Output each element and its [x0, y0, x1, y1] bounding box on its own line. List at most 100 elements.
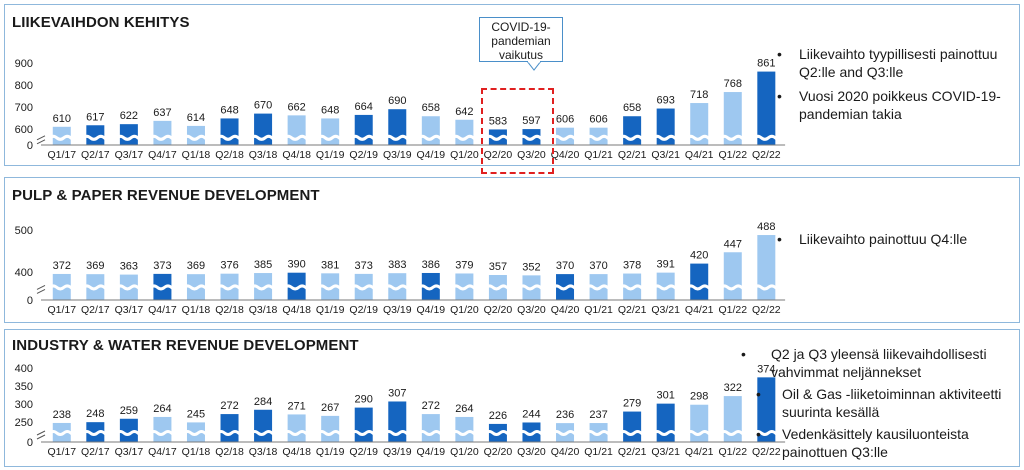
x-tick-label: Q1/21 — [584, 446, 613, 458]
bar-Q2/18 — [220, 273, 239, 300]
bar-value-label: 238 — [53, 409, 71, 421]
bar-Q4/19 — [421, 414, 440, 442]
axis-break-mark — [753, 134, 784, 141]
industry-water-chart: 0 250 300 350 400 238 Q1/17 248 Q2/17 259 Q3/17 264… — [15, 363, 786, 458]
bar-value-label: 861 — [757, 58, 775, 70]
bar-value-label: 248 — [86, 408, 104, 420]
bullet-dot: • — [741, 346, 746, 362]
chart-title: PULP & PAPER REVENUE DEVELOPMENT — [12, 187, 320, 204]
bar-value-label: 610 — [53, 113, 71, 125]
y-tick-label: 700 — [15, 102, 33, 114]
bar-Q1/17 — [52, 126, 71, 145]
y-tick-label: 300 — [15, 399, 33, 411]
bullet-item: • Vuosi 2020 poikkeus COVID-19-pandemian … — [777, 87, 1013, 123]
bar-value-label: 648 — [220, 104, 238, 116]
y-tick-label: 250 — [15, 417, 33, 429]
axis-break-mark — [283, 134, 314, 141]
bar-Q2/22 — [757, 235, 776, 300]
axis-break-mark — [182, 134, 213, 141]
axis-break-mark — [283, 430, 314, 436]
bar-value-label: 648 — [321, 104, 339, 116]
bar-value-label: 226 — [489, 410, 507, 422]
bar-Q4/20 — [556, 127, 575, 145]
panel-pulp-paper: PULP & PAPER REVENUE DEVELOPMENT 0 400 500… — [4, 177, 1020, 323]
x-tick-label: Q2/22 — [752, 446, 781, 458]
bullet-item: • Vedenkäsittely kausiluonteista painottu… — [756, 425, 1023, 461]
axis-break-mark — [149, 284, 180, 291]
bar-value-label: 642 — [455, 106, 473, 118]
y-tick-label: 800 — [15, 80, 33, 92]
x-tick-label: Q3/18 — [249, 149, 278, 161]
bar-value-label: 322 — [724, 382, 742, 394]
bar-Q1/19 — [321, 415, 340, 442]
bar-Q4/18 — [287, 272, 306, 300]
bar-Q4/20 — [556, 423, 575, 442]
x-tick-label: Q1/17 — [47, 446, 76, 458]
bar-Q4/17 — [153, 416, 172, 442]
bar-value-label: 272 — [422, 400, 440, 412]
bar-Q4/17 — [153, 120, 172, 145]
x-tick-label: Q4/17 — [148, 304, 177, 316]
axis-break-mark — [652, 134, 683, 141]
x-tick-label: Q1/21 — [584, 304, 613, 316]
bar-Q2/22 — [757, 71, 776, 145]
bar-Q3/18 — [254, 273, 273, 300]
x-tick-label: Q4/20 — [551, 149, 580, 161]
x-tick-label: Q1/19 — [316, 304, 345, 316]
covid-highlight-box — [481, 88, 554, 174]
bar-Q3/19 — [388, 401, 407, 442]
bar-Q1/20 — [455, 273, 474, 300]
x-tick-label: Q4/17 — [148, 149, 177, 161]
bullet-list: • Liikevaihto painottuu Q4:lle — [777, 230, 1013, 248]
bar-Q4/21 — [690, 404, 709, 442]
axis-break-mark — [350, 134, 381, 141]
x-tick-label: Q3/17 — [115, 304, 144, 316]
bar-value-label: 488 — [757, 221, 775, 233]
bar-Q2/18 — [220, 118, 239, 145]
x-tick-label: Q1/17 — [47, 304, 76, 316]
bar-Q1/22 — [723, 92, 742, 145]
bar-Q1/22 — [723, 252, 742, 300]
bar-value-label: 272 — [220, 400, 238, 412]
bar-Q3/18 — [254, 409, 273, 442]
x-tick-label: Q2/22 — [752, 304, 781, 316]
bar-Q2/22 — [757, 377, 776, 442]
bar-Q3/17 — [119, 418, 138, 442]
bar-Q1/20 — [455, 416, 474, 442]
panel-industry-water: INDUSTRY & WATER REVENUE DEVELOPMENT 0 25… — [4, 329, 1020, 467]
bullet-list: • Q2 ja Q3 yleensä liikevaihdollisesti va… — [741, 345, 1023, 461]
bar-value-label: 381 — [321, 259, 339, 271]
axis-break-mark — [484, 134, 515, 141]
bar-Q1/19 — [321, 273, 340, 300]
axis-break-mark — [619, 430, 650, 436]
axis-break-mark — [652, 284, 683, 291]
x-tick-label: Q1/19 — [316, 149, 345, 161]
bar-value-label: 690 — [388, 95, 406, 107]
axis-break-mark — [585, 430, 616, 436]
bullet-text: Liikevaihto painottuu Q4:lle — [799, 231, 968, 247]
bar-value-label: 768 — [724, 78, 742, 90]
axis-break-mark — [384, 284, 415, 291]
bar-value-label: 386 — [422, 259, 440, 271]
x-tick-label: Q3/18 — [249, 304, 278, 316]
y-tick-label: 500 — [15, 225, 33, 237]
axis-break-mark — [350, 430, 381, 436]
axis-break-mark — [719, 284, 750, 291]
bullet-dot: • — [777, 88, 782, 104]
x-tick-label: Q1/18 — [182, 446, 211, 458]
axis-break-mark — [115, 430, 146, 436]
axis-break-mark — [753, 284, 784, 291]
bar-value-label: 369 — [86, 260, 104, 272]
axis-break-mark — [149, 134, 180, 141]
bullet-text: Oil & Gas -liiketoiminnan aktiviteetti s… — [782, 386, 1002, 420]
bullet-text: Liikevaihto tyypillisesti painottuu Q2:l… — [799, 46, 998, 80]
bar-value-label: 236 — [556, 409, 574, 421]
bar-Q1/21 — [589, 423, 608, 442]
bar-value-label: 370 — [589, 260, 607, 272]
x-tick-label: Q4/18 — [282, 304, 311, 316]
bar-value-label: 385 — [254, 259, 272, 271]
x-tick-label: Q2/19 — [349, 304, 378, 316]
axis-break-mark — [619, 134, 650, 141]
x-tick-label: Q2/22 — [752, 149, 781, 161]
x-tick-label: Q3/17 — [115, 149, 144, 161]
